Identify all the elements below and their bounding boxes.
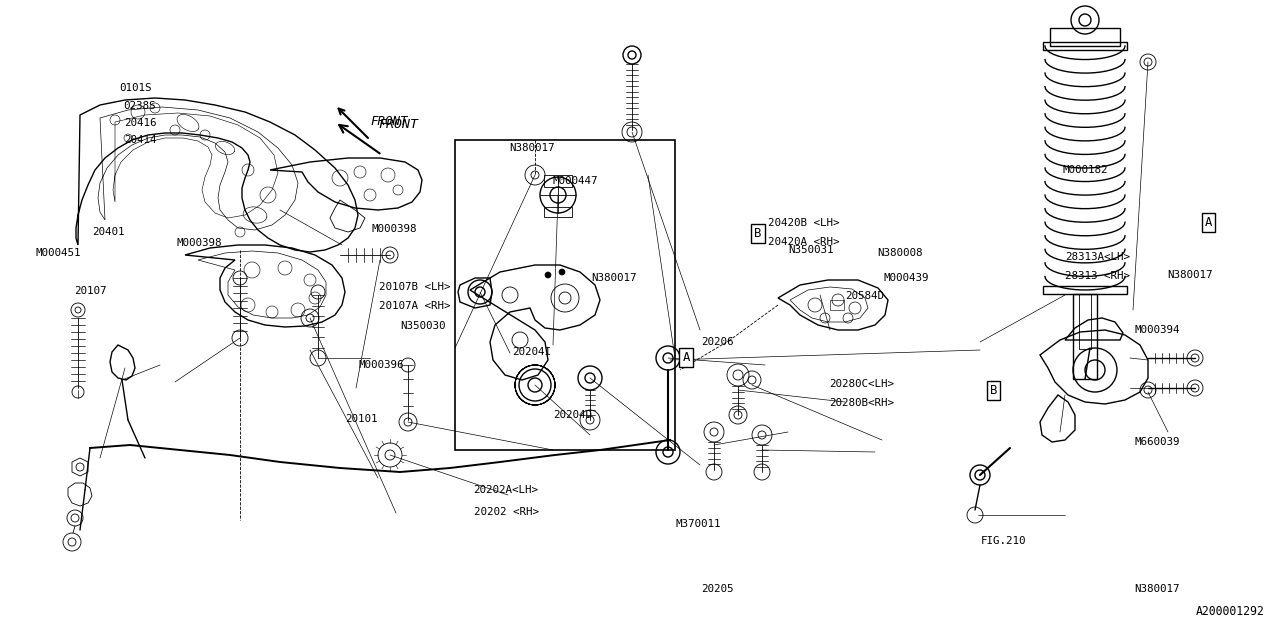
Circle shape — [559, 269, 564, 275]
Text: M000447: M000447 — [553, 176, 599, 186]
Text: 20280C<LH>: 20280C<LH> — [829, 379, 895, 389]
Text: 20204D: 20204D — [553, 410, 591, 420]
Bar — [1043, 42, 1126, 50]
Text: M660039: M660039 — [1134, 436, 1180, 447]
Bar — [544, 175, 572, 187]
Text: N380017: N380017 — [1134, 584, 1180, 594]
Text: 28313A<LH>: 28313A<LH> — [1065, 252, 1130, 262]
Text: A200001292: A200001292 — [1197, 605, 1265, 618]
Text: M000398: M000398 — [177, 238, 223, 248]
Text: 20420B <LH>: 20420B <LH> — [768, 218, 840, 228]
Text: N380017: N380017 — [509, 143, 556, 154]
Text: FRONT: FRONT — [378, 118, 419, 131]
Text: N380008: N380008 — [877, 248, 923, 258]
Text: M000398: M000398 — [371, 224, 417, 234]
Bar — [454, 140, 675, 450]
Text: M000439: M000439 — [883, 273, 929, 284]
Text: 20584D: 20584D — [845, 291, 883, 301]
Text: 20414: 20414 — [124, 134, 156, 145]
Text: 20107: 20107 — [74, 286, 106, 296]
Text: 0101S: 0101S — [119, 83, 151, 93]
Text: 20416: 20416 — [124, 118, 156, 128]
Text: 20101: 20101 — [346, 414, 378, 424]
Text: FIG.210: FIG.210 — [980, 536, 1027, 546]
Text: 20204I: 20204I — [512, 347, 550, 357]
Text: M000182: M000182 — [1062, 164, 1108, 175]
Bar — [1073, 294, 1097, 379]
Circle shape — [545, 272, 550, 278]
Text: M000394: M000394 — [1134, 324, 1180, 335]
Text: 20107B <LH>: 20107B <LH> — [379, 282, 451, 292]
Bar — [1043, 286, 1126, 294]
Text: M370011: M370011 — [676, 518, 722, 529]
Text: 20420A <RH>: 20420A <RH> — [768, 237, 840, 247]
Text: FRONT: FRONT — [370, 115, 407, 128]
Text: A: A — [1204, 216, 1212, 229]
Text: N380017: N380017 — [1167, 270, 1213, 280]
Text: N350030: N350030 — [401, 321, 447, 332]
Bar — [1079, 294, 1091, 349]
Text: N380017: N380017 — [591, 273, 637, 284]
Text: 20280B<RH>: 20280B<RH> — [829, 398, 895, 408]
Text: M000451: M000451 — [36, 248, 82, 258]
Text: 0238S: 0238S — [123, 100, 155, 111]
Text: N350031: N350031 — [788, 244, 835, 255]
Bar — [1050, 28, 1120, 46]
Text: 20202A<LH>: 20202A<LH> — [474, 484, 539, 495]
Text: M000396: M000396 — [358, 360, 404, 370]
Text: B: B — [989, 384, 997, 397]
Text: A: A — [682, 351, 690, 364]
Text: 20206: 20206 — [701, 337, 733, 348]
Text: 20107A <RH>: 20107A <RH> — [379, 301, 451, 311]
Bar — [829, 300, 844, 310]
Bar — [544, 207, 572, 217]
Text: 28313 <RH>: 28313 <RH> — [1065, 271, 1130, 282]
Text: 20205: 20205 — [701, 584, 733, 594]
Text: 20401: 20401 — [92, 227, 124, 237]
Text: B: B — [754, 227, 762, 240]
Text: 20202 <RH>: 20202 <RH> — [474, 507, 539, 517]
